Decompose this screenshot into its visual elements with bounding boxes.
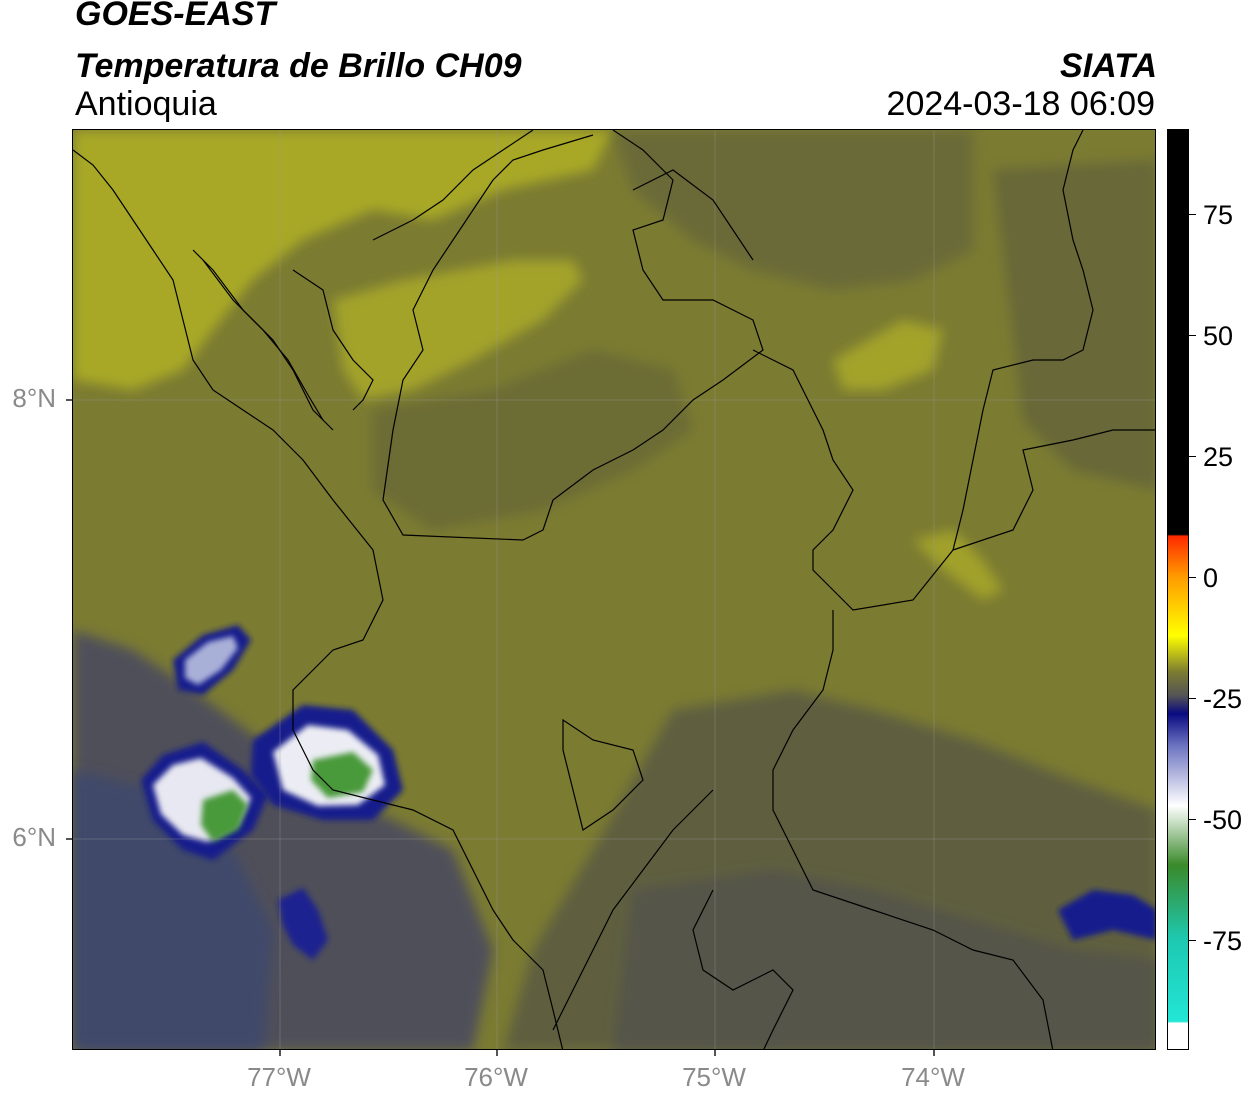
timestamp-label: 2024-03-18 06:09 bbox=[886, 85, 1155, 123]
cloud-cluster-south bbox=[278, 888, 328, 960]
colorbar-label-25: 25 bbox=[1203, 442, 1234, 472]
lat-label-8n: 8°N bbox=[12, 383, 56, 413]
lon-tick-74w bbox=[933, 1050, 935, 1056]
colorbar-tick-minus25 bbox=[1189, 698, 1196, 699]
lon-label-75w: 75°W bbox=[682, 1062, 746, 1092]
cool-region-sw-dark bbox=[73, 770, 273, 1049]
lon-label-76w: 76°W bbox=[464, 1062, 528, 1092]
dark-region-n bbox=[613, 130, 973, 290]
colorbar-label-0: 0 bbox=[1203, 563, 1219, 593]
colorbar-tick-75 bbox=[1189, 214, 1196, 215]
colorbar bbox=[1167, 129, 1189, 1050]
gray-region-s bbox=[613, 870, 1155, 1049]
lon-label-74w: 74°W bbox=[901, 1062, 965, 1092]
lat-label-6n: 6°N bbox=[12, 822, 56, 852]
colorbar-label-minus25: -25 bbox=[1203, 684, 1243, 714]
lon-tick-76w bbox=[496, 1050, 498, 1056]
cloud-cluster-west bbox=[141, 742, 268, 860]
colorbar-tick-minus50 bbox=[1189, 819, 1196, 820]
coastline bbox=[192, 130, 534, 431]
dark-region-east bbox=[993, 160, 1155, 490]
product-title: Temperatura de Brillo CH09 bbox=[75, 47, 522, 85]
admin-borders bbox=[73, 130, 1155, 1049]
cloud-cluster-north bbox=[173, 625, 251, 695]
cloud-cluster-east bbox=[1058, 890, 1155, 940]
lon-tick-77w bbox=[279, 1050, 281, 1056]
colorbar-label-75: 75 bbox=[1203, 200, 1234, 230]
colorbar-tick-minus75 bbox=[1189, 940, 1196, 941]
colorbar-tick-50 bbox=[1189, 335, 1196, 336]
colorbar-label-minus75: -75 bbox=[1203, 926, 1243, 956]
warm-region-e bbox=[913, 530, 1003, 600]
warm-region-ridge bbox=[333, 260, 583, 400]
satellite-map[interactable] bbox=[72, 129, 1156, 1050]
warm-region-nw bbox=[73, 130, 613, 390]
lat-tick-6n bbox=[66, 838, 72, 840]
agency-label: SIATA bbox=[1060, 47, 1157, 85]
satellite-title: GOES-EAST bbox=[75, 0, 276, 33]
warm-region-ne bbox=[833, 320, 943, 390]
map-canvas bbox=[73, 130, 1155, 1049]
colorbar-tick-25 bbox=[1189, 456, 1196, 457]
dark-region-center bbox=[373, 350, 693, 530]
lat-tick-8n bbox=[66, 399, 72, 401]
colorbar-tick-0 bbox=[1189, 577, 1196, 578]
graticule bbox=[73, 130, 1155, 1049]
colorbar-label-minus50: -50 bbox=[1203, 805, 1243, 835]
colorbar-label-50: 50 bbox=[1203, 321, 1234, 351]
lon-label-77w: 77°W bbox=[247, 1062, 311, 1092]
lon-tick-75w bbox=[714, 1050, 716, 1056]
region-subtitle: Antioquia bbox=[75, 85, 217, 123]
